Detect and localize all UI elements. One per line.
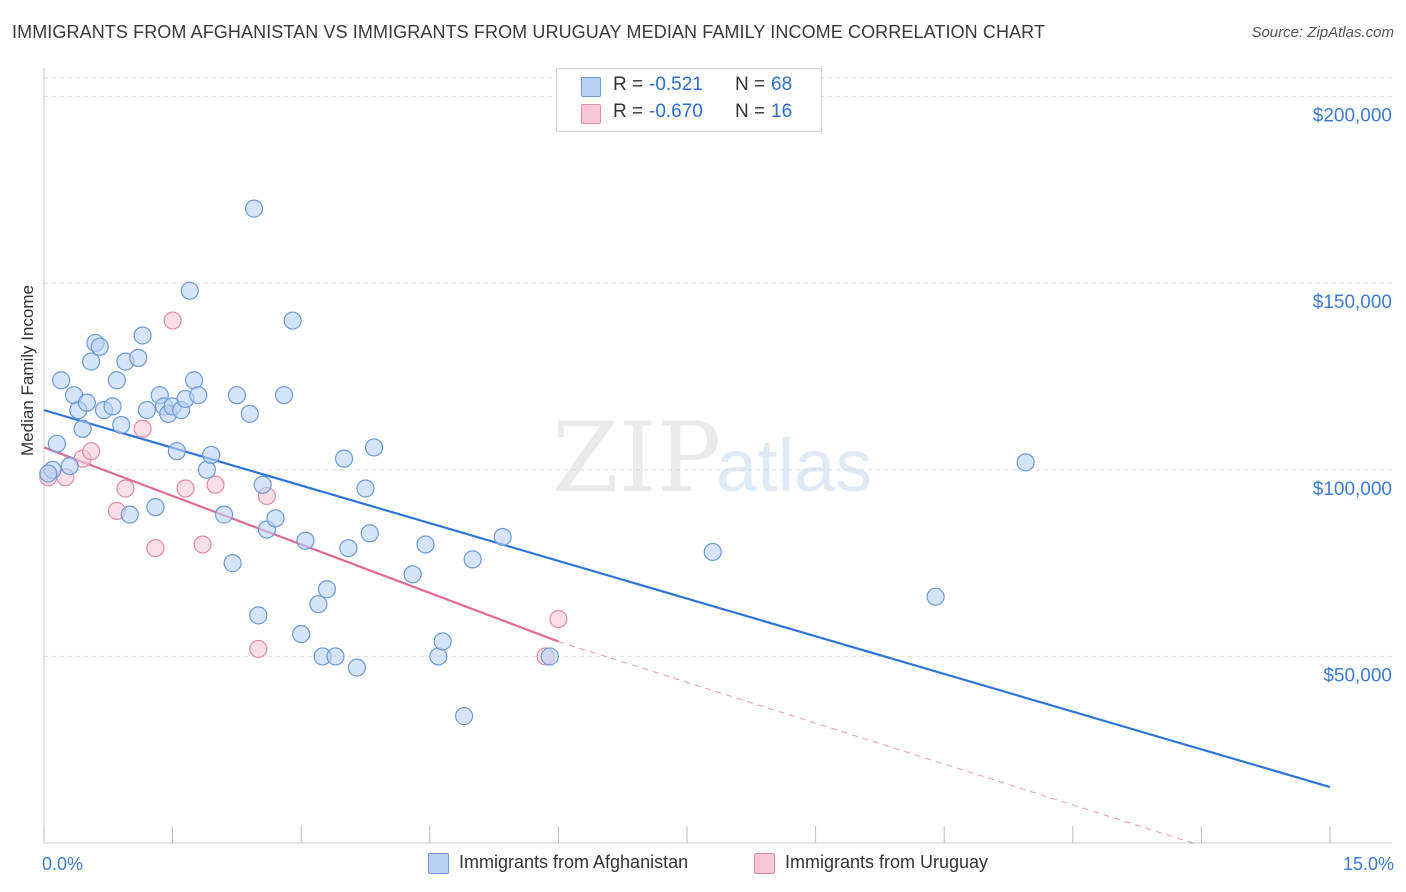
data-point-afghanistan — [137, 401, 156, 420]
data-point-afghanistan — [416, 535, 435, 554]
data-point-afghanistan — [253, 475, 272, 494]
legend-n-label: N = — [735, 101, 766, 122]
legend-swatch-uruguay — [581, 104, 601, 124]
data-point-afghanistan — [120, 505, 139, 524]
data-point-afghanistan — [180, 281, 199, 300]
chart-title: IMMIGRANTS FROM AFGHANISTAN VS IMMIGRANT… — [12, 22, 1046, 42]
data-point-afghanistan — [189, 386, 208, 405]
legend-r-label: R = — [613, 74, 644, 95]
data-point-uruguay — [249, 639, 268, 659]
data-point-afghanistan — [339, 539, 358, 558]
grid-lines — [44, 77, 1392, 657]
data-point-afghanistan — [133, 326, 152, 345]
data-point-afghanistan — [463, 550, 482, 569]
data-point-afghanistan — [146, 498, 165, 517]
tick-labels: $50,000 $100,000 $150,000 $200,000 0.0% 15.0% — [42, 106, 1394, 874]
data-point-afghanistan — [227, 386, 246, 405]
trend-line-uruguay-extension — [558, 641, 1193, 844]
watermark-zip: ZIP — [552, 402, 721, 514]
data-point-afghanistan — [184, 371, 204, 390]
data-point-afghanistan — [296, 531, 315, 550]
data-point-afghanistan — [493, 527, 512, 547]
data-point-afghanistan — [223, 554, 242, 573]
data-point-afghanistan — [356, 479, 375, 498]
data-point-afghanistan — [317, 580, 337, 599]
axes — [43, 68, 1392, 844]
data-point-afghanistan — [90, 337, 109, 356]
data-point-afghanistan — [429, 647, 448, 666]
legend-n-value: 16 — [771, 101, 793, 122]
data-point-uruguay — [146, 539, 165, 558]
bottom-legend-label-uruguay: Immigrants from Uruguay — [785, 852, 989, 872]
data-point-afghanistan — [103, 397, 122, 416]
data-points — [39, 199, 1035, 726]
data-point-afghanistan — [112, 415, 131, 435]
data-point-afghanistan — [214, 505, 234, 524]
data-point-afghanistan — [454, 707, 474, 726]
y-tick-label: $200,000 — [1313, 106, 1392, 127]
data-point-uruguay — [193, 535, 212, 554]
watermark-atlas: atlas — [716, 424, 872, 507]
data-point-afghanistan — [202, 445, 221, 465]
legend-n-value: 68 — [771, 74, 793, 95]
data-point-afghanistan — [309, 595, 328, 614]
bottom-legend-swatch-uruguay — [754, 853, 775, 874]
data-point-afghanistan — [249, 606, 268, 625]
data-point-afghanistan — [60, 456, 79, 476]
data-point-uruguay — [163, 311, 182, 330]
legend-r-value: -0.521 — [649, 74, 703, 95]
y-tick-label: $150,000 — [1313, 292, 1392, 313]
data-point-afghanistan — [77, 393, 96, 412]
data-point-afghanistan — [364, 438, 384, 457]
data-point-afghanistan — [703, 542, 722, 562]
data-point-uruguay — [82, 442, 101, 461]
data-point-afghanistan — [167, 442, 186, 461]
data-point-afghanistan — [129, 348, 148, 367]
legend-r-value: -0.670 — [649, 101, 703, 122]
watermark: ZIP atlas — [552, 402, 872, 514]
data-point-afghanistan — [82, 352, 101, 371]
x-tick-label: 0.0% — [42, 854, 83, 874]
data-point-afghanistan — [283, 311, 302, 330]
data-point-afghanistan — [292, 624, 311, 644]
y-tick-label: $100,000 — [1313, 479, 1392, 500]
data-point-afghanistan — [1016, 453, 1035, 472]
data-point-afghanistan — [240, 404, 259, 423]
data-point-afghanistan — [926, 587, 945, 606]
data-point-uruguay — [206, 475, 225, 494]
data-point-afghanistan — [47, 434, 66, 453]
data-point-afghanistan — [403, 565, 422, 584]
data-point-afghanistan — [274, 386, 294, 405]
y-tick-label: $50,000 — [1323, 665, 1392, 686]
bottom-legend-swatch-afghanistan — [428, 853, 449, 874]
x-tick-label: 15.0% — [1343, 854, 1394, 874]
data-point-afghanistan — [73, 419, 92, 438]
legend-r-label: R = — [613, 101, 644, 122]
data-point-uruguay — [549, 609, 568, 629]
data-point-afghanistan — [266, 509, 285, 528]
data-point-afghanistan — [107, 371, 126, 390]
y-axis-label: Median Family Income — [18, 284, 37, 456]
data-point-uruguay — [116, 479, 135, 498]
data-point-afghanistan — [326, 647, 345, 666]
data-point-afghanistan — [360, 524, 379, 543]
source-label: Source: ZipAtlas.com — [1251, 24, 1394, 41]
legend-swatch-afghanistan — [581, 77, 601, 97]
data-point-afghanistan — [52, 371, 71, 390]
data-point-afghanistan — [433, 632, 452, 651]
data-point-afghanistan — [244, 199, 264, 218]
data-point-afghanistan — [334, 449, 354, 468]
trend-line-afghanistan — [43, 409, 1331, 789]
data-point-afghanistan — [347, 658, 367, 677]
data-point-uruguay — [133, 419, 152, 438]
legend-n-label: N = — [735, 74, 766, 95]
bottom-legend-label-afghanistan: Immigrants from Afghanistan — [459, 852, 689, 872]
correlation-legend: R = -0.521 N = 68 R = -0.670 N = 16 — [556, 68, 822, 132]
data-point-afghanistan — [39, 464, 58, 483]
data-point-afghanistan — [197, 460, 216, 479]
data-point-afghanistan — [540, 647, 559, 666]
data-point-uruguay — [176, 479, 195, 498]
